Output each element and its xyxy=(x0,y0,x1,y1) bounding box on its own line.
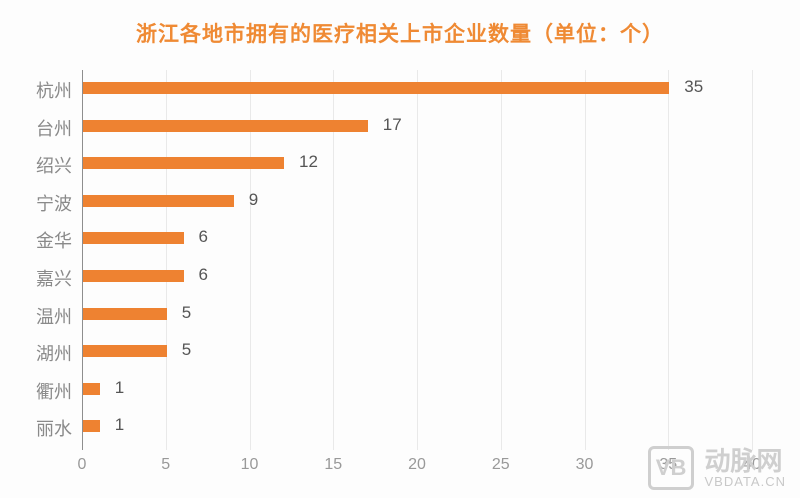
value-label: 9 xyxy=(248,189,259,209)
bar xyxy=(83,307,167,320)
bar xyxy=(83,420,100,433)
bar-row: 宁波 9 xyxy=(36,183,800,221)
bar-row: 绍兴 12 xyxy=(36,145,800,183)
watermark: VB 动脉网 VBDATA.CN xyxy=(648,446,786,490)
gridline xyxy=(417,70,418,450)
category-label: 嘉兴 xyxy=(36,269,72,290)
category-label: 金华 xyxy=(36,231,72,253)
bar-row: 台州 17 xyxy=(36,108,800,146)
bar xyxy=(83,232,184,245)
vb-logo-icon: VB xyxy=(648,446,695,490)
bar-row: 衢州 1 xyxy=(36,371,800,409)
gridline xyxy=(500,70,502,450)
value-label: 5 xyxy=(181,340,192,360)
bar xyxy=(83,382,100,395)
chart-title: 浙江各地市拥有的医疗相关上市企业数量（单位：个） xyxy=(136,22,664,46)
x-tick-label: 5 xyxy=(161,456,171,473)
x-tick-label: 35 xyxy=(659,456,678,473)
watermark-cn: 动脉网 xyxy=(704,445,783,476)
x-tick-label: 15 xyxy=(324,456,343,473)
value-label: 6 xyxy=(198,227,208,247)
bar-row: 温州 5 xyxy=(36,296,800,334)
value-label: 12 xyxy=(299,152,318,172)
x-tick-label: 40 xyxy=(743,456,761,473)
value-label: 35 xyxy=(684,77,704,96)
bar xyxy=(83,119,368,132)
category-label: 衢州 xyxy=(36,381,72,403)
bar xyxy=(83,82,670,94)
category-label: 湖州 xyxy=(36,344,72,366)
value-label: 6 xyxy=(198,265,208,284)
x-tick-label: 30 xyxy=(575,456,594,473)
gridline xyxy=(249,70,251,450)
category-label: 温州 xyxy=(36,306,72,328)
x-tick-label: 10 xyxy=(240,456,259,473)
x-tick-label: 0 xyxy=(77,456,87,473)
gridline xyxy=(165,70,167,450)
value-label: 17 xyxy=(382,114,402,134)
gridline xyxy=(752,70,753,450)
category-label: 台州 xyxy=(36,118,72,140)
y-axis-line xyxy=(82,70,83,450)
value-label: 5 xyxy=(181,302,192,322)
plot-area: 0 5 10 15 20 25 30 35 40 杭州 35 台州 17 绍兴 12 宁波 9 金华 6 嘉兴 6 温州 5… xyxy=(36,70,761,473)
bar xyxy=(83,194,234,207)
bar-row: 杭州 35 xyxy=(36,70,800,108)
bar-row: 丽水 1 xyxy=(36,408,800,446)
category-label: 丽水 xyxy=(36,419,72,441)
bar xyxy=(83,270,184,282)
watermark-en: VBDATA.CN xyxy=(704,473,786,489)
bar-row: 嘉兴 6 xyxy=(36,258,800,296)
gridline xyxy=(584,70,586,450)
bar xyxy=(83,157,284,170)
category-label: 宁波 xyxy=(36,193,72,215)
category-label: 绍兴 xyxy=(36,156,72,178)
x-tick-label: 20 xyxy=(408,456,426,473)
gridline xyxy=(333,70,335,450)
x-tick-label: 25 xyxy=(491,456,510,473)
value-label: 1 xyxy=(114,415,125,435)
category-label: 杭州 xyxy=(36,81,72,102)
gridline xyxy=(668,70,670,450)
bar xyxy=(83,345,167,358)
bar-row: 湖州 5 xyxy=(36,333,800,371)
value-label: 1 xyxy=(114,377,125,397)
bar-row: 金华 6 xyxy=(36,220,800,258)
